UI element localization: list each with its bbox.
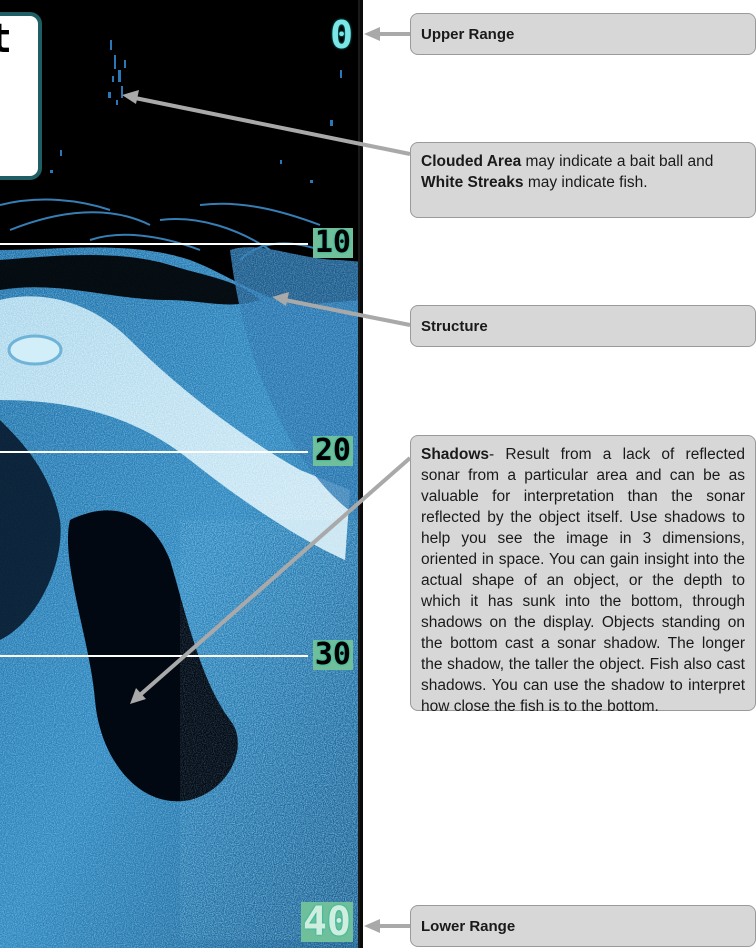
depth-label-0: 0 — [330, 13, 353, 57]
arrowhead-lower-range — [364, 919, 380, 933]
callout-structure: Structure — [410, 305, 756, 347]
clouded-area — [50, 40, 342, 183]
depth-label-30: 30 — [312, 637, 353, 672]
depth-label-10: 10 — [312, 225, 353, 260]
callout-clouded-bold2: White Streaks — [421, 174, 524, 191]
callout-structure-text: Structure — [421, 317, 488, 335]
callout-upper-range: Upper Range — [410, 13, 756, 55]
arrowhead-upper-range — [364, 27, 380, 41]
callout-shadows-bold: Shadows — [421, 446, 490, 463]
callout-clouded-text1: may indicate a bait ball and — [521, 153, 714, 170]
bottom-brightness — [180, 520, 363, 940]
depth-line-20 — [0, 451, 308, 453]
callout-lower-range: Lower Range — [410, 905, 756, 947]
gap-dark — [0, 255, 260, 305]
depth-label-40: 40 — [300, 899, 353, 945]
sonar-display: t 0 10 20 30 40 — [0, 0, 363, 948]
sonar-image — [0, 40, 363, 948]
depth-label-20: 20 — [312, 433, 353, 468]
callout-clouded-text2: may indicate fish. — [523, 174, 648, 191]
log-knot — [7, 334, 63, 366]
window-fragment-text: t — [0, 16, 13, 62]
window-fragment: t — [0, 12, 42, 180]
depth-line-30 — [0, 655, 308, 657]
callout-shadows: Shadows- Result from a lack of reflected… — [410, 435, 756, 715]
callout-shadows-text: - Result from a lack of reflected sonar … — [421, 446, 745, 715]
callout-upper-range-text: Upper Range — [421, 25, 515, 43]
callout-clouded-bold1: Clouded Area — [421, 153, 522, 170]
sonar-frame-border — [358, 0, 363, 948]
shadow-region-left — [0, 420, 61, 640]
depth-line-10 — [0, 243, 308, 245]
callout-lower-range-text: Lower Range — [421, 917, 516, 935]
callout-clouded-area: Clouded Area may indicate a bait ball an… — [410, 142, 756, 218]
